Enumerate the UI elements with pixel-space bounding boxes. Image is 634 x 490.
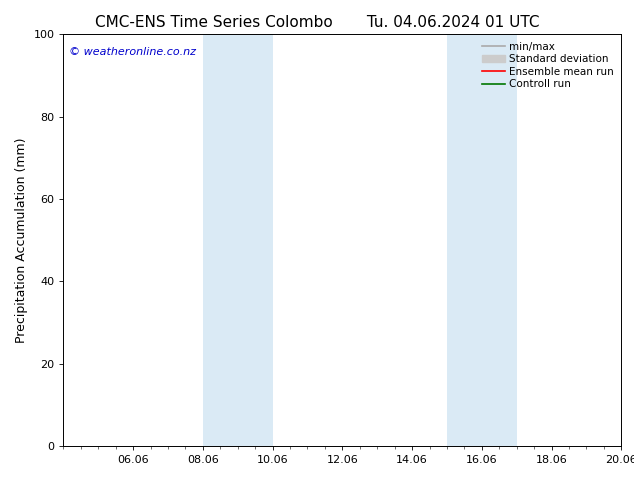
Legend: min/max, Standard deviation, Ensemble mean run, Controll run: min/max, Standard deviation, Ensemble me… [480, 40, 616, 92]
Text: © weatheronline.co.nz: © weatheronline.co.nz [69, 47, 196, 57]
Bar [203, 34, 273, 446]
Text: CMC-ENS Time Series Colombo       Tu. 04.06.2024 01 UTC: CMC-ENS Time Series Colombo Tu. 04.06.20… [94, 15, 540, 30]
Bar [447, 34, 517, 446]
Y-axis label: Precipitation Accumulation (mm): Precipitation Accumulation (mm) [15, 137, 28, 343]
